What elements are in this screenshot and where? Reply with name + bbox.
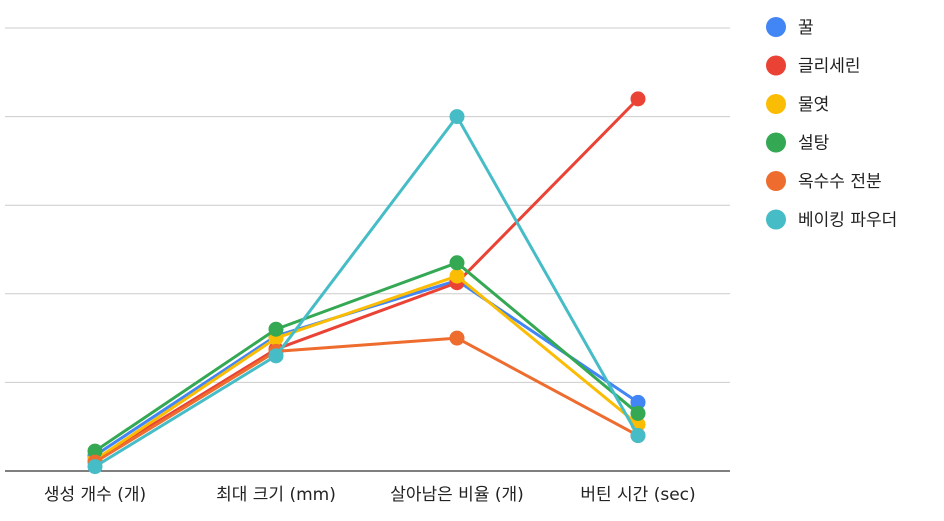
data-point (449, 109, 465, 125)
data-point (268, 348, 284, 364)
data-point (449, 255, 465, 271)
series-line (94, 261, 639, 453)
x-tick-label: 생성 개수 (개) (44, 485, 146, 505)
series-line (94, 274, 639, 462)
data-point (449, 330, 465, 346)
data-point (630, 428, 646, 444)
x-axis-tick-labels: 생성 개수 (개) 최대 크기 (mm) 살아남은 비율 (개) 버틴 시간 (sec… (44, 485, 696, 505)
data-point (87, 443, 103, 459)
legend-item: 글리세린 (766, 55, 861, 77)
legend-marker (766, 55, 786, 76)
grid-lines (5, 27, 730, 383)
x-tick-label: 버틴 시간 (sec) (580, 485, 695, 505)
series-group (87, 91, 646, 475)
legend-marker (766, 94, 786, 114)
data-point (87, 459, 103, 475)
legend-marker (766, 132, 786, 153)
data-point (630, 405, 646, 421)
x-tick-label: 최대 크기 (mm) (216, 485, 336, 505)
legend-label: 베이킹 파우더 (798, 211, 897, 231)
data-point (630, 394, 646, 410)
series-5 (87, 109, 646, 475)
legend-label: 물엿 (798, 95, 829, 115)
series-line (94, 336, 639, 464)
series-3 (87, 255, 646, 459)
legend-label: 꿀 (798, 18, 814, 38)
legend-marker (766, 17, 786, 37)
data-point (630, 91, 646, 107)
legend-marker (766, 209, 786, 230)
data-point (449, 268, 465, 284)
legend-label: 옥수수 전분 (798, 172, 882, 192)
data-point (268, 321, 284, 337)
legend-item: 꿀 (766, 17, 814, 38)
legend-item: 설탕 (766, 132, 830, 154)
x-tick-label: 살아남은 비율 (개) (390, 485, 524, 505)
legend-marker (766, 171, 786, 191)
legend-item: 물엿 (766, 94, 829, 115)
legend-label: 설탕 (798, 134, 830, 154)
legend-item: 옥수수 전분 (766, 171, 882, 192)
series-1 (87, 91, 646, 468)
series-line (94, 97, 640, 462)
legend-label: 글리세린 (798, 57, 861, 77)
series-line (94, 115, 640, 468)
legend-item: 베이킹 파우더 (766, 209, 897, 231)
